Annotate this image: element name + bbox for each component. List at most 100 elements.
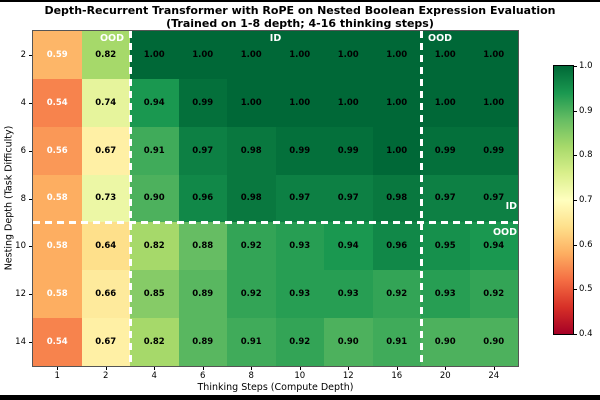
heatmap-cell: 0.56	[33, 126, 82, 175]
heatmap-cell: 0.94	[469, 222, 518, 271]
chart-title: Depth-Recurrent Transformer with RoPE on…	[44, 4, 556, 17]
x-tick-mark	[348, 366, 350, 370]
cell-value: 0.91	[386, 337, 408, 348]
heatmap-cell: 0.93	[324, 270, 373, 319]
heatmap-cell: 1.00	[227, 31, 276, 79]
x-axis-title: Thinking Steps (Compute Depth)	[197, 382, 354, 393]
cell-value: 0.97	[337, 193, 359, 204]
cell-value: 1.00	[386, 97, 408, 108]
cell-value: 0.94	[483, 241, 505, 252]
heatmap-cell: 0.66	[81, 270, 130, 319]
cell-value: 0.59	[46, 49, 68, 60]
bottom-border-bar	[0, 395, 600, 400]
heatmap-cell: 0.94	[324, 222, 373, 271]
heatmap-cell: 0.58	[33, 174, 82, 223]
y-tick-mark	[29, 342, 33, 344]
cell-value: 0.97	[434, 193, 456, 204]
region-label-id-top: ID	[269, 33, 282, 44]
cell-value: 0.92	[289, 337, 311, 348]
cell-value: 1.00	[386, 145, 408, 156]
heatmap-cell: 0.88	[178, 222, 227, 271]
colorbar-tick-label: 0.5	[579, 284, 593, 295]
colorbar-tick-mark	[574, 155, 577, 157]
heatmap-cell: 0.91	[130, 126, 179, 175]
cell-value: 0.99	[434, 145, 456, 156]
cell-value: 1.00	[192, 49, 214, 60]
cell-value: 0.92	[386, 289, 408, 300]
cell-value: 0.99	[192, 97, 214, 108]
x-tick-label: 1	[54, 371, 60, 381]
cell-value: 0.93	[434, 289, 456, 300]
region-label-ood-topleft: OOD	[99, 33, 124, 44]
heatmap-cell: 0.92	[469, 270, 518, 319]
cell-value: 1.00	[289, 97, 311, 108]
x-tick-label: 12	[342, 371, 354, 381]
heatmap-cell: 0.91	[372, 318, 421, 366]
heatmap-cell: 0.98	[227, 174, 276, 223]
region-label-ood-topright: OOD	[428, 33, 453, 44]
heatmap-cell: 0.91	[227, 318, 276, 366]
cell-value: 0.67	[95, 337, 117, 348]
heatmap-cell: 0.67	[81, 318, 130, 366]
heatmap-cell: 0.97	[178, 126, 227, 175]
cell-value: 0.95	[434, 241, 456, 252]
heatmap-cell: 0.92	[275, 318, 324, 366]
x-tick-mark	[57, 366, 59, 370]
x-tick-label: 20	[439, 371, 451, 381]
y-tick-mark	[29, 54, 33, 56]
cell-value: 0.93	[337, 289, 359, 300]
cell-value: 0.97	[483, 193, 505, 204]
ood-boundary-line-right	[419, 31, 423, 366]
heatmap-cell: 0.73	[81, 174, 130, 223]
x-axis: 1 2 4 6 8 10 12 16 20 24	[33, 366, 518, 390]
heatmap-cell: 0.97	[324, 174, 373, 223]
cell-value: 0.98	[386, 193, 408, 204]
heatmap-cell: 0.93	[421, 270, 470, 319]
cell-value: 0.58	[46, 289, 68, 300]
colorbar-tick-mark	[574, 200, 577, 201]
heatmap-cell: 0.64	[81, 222, 130, 271]
y-tick-label: 6	[20, 145, 26, 156]
cell-value: 0.54	[46, 337, 68, 348]
y-tick-label: 4	[20, 97, 26, 108]
cell-value: 0.99	[337, 145, 359, 156]
heatmap-cell: 1.00	[469, 31, 518, 79]
heatmap-cell-grid: 0.59 0.82 1.00 1.00 1.00 1.00 1.00 1.00 1.00 1.00…	[33, 31, 518, 366]
colorbar-tick-label: 0.6	[579, 239, 593, 250]
heatmap-cell: 0.95	[421, 222, 470, 271]
heatmap-cell: 0.99	[421, 126, 470, 175]
cell-value: 1.00	[337, 49, 359, 60]
heatmap-cell: 0.92	[227, 222, 276, 271]
cell-value: 0.99	[483, 145, 505, 156]
heatmap-cell: 0.89	[178, 318, 227, 366]
ood-boundary-line-left	[128, 31, 132, 366]
cell-value: 0.93	[289, 241, 311, 252]
cell-value: 0.82	[95, 49, 117, 60]
heatmap-cell: 0.97	[469, 174, 518, 223]
heatmap-plot-area: 0.59 0.82 1.00 1.00 1.00 1.00 1.00 1.00 1.00 1.00…	[32, 30, 519, 367]
y-tick-label: 10	[15, 241, 26, 252]
cell-value: 0.90	[143, 193, 165, 204]
heatmap-cell: 0.85	[130, 270, 179, 319]
cell-value: 0.98	[240, 193, 262, 204]
x-tick-label: 6	[200, 371, 206, 381]
heatmap-cell: 1.00	[469, 78, 518, 127]
heatmap-cell: 0.89	[178, 270, 227, 319]
heatmap-cell: 1.00	[275, 31, 324, 79]
cell-value: 0.96	[386, 241, 408, 252]
heatmap-cell: 0.82	[81, 31, 130, 79]
heatmap-cell: 0.67	[81, 126, 130, 175]
cell-value: 0.94	[337, 241, 359, 252]
cell-value: 0.94	[143, 97, 165, 108]
colorbar-tick-mark	[574, 334, 577, 335]
heatmap-cell: 0.92	[227, 270, 276, 319]
cell-value: 0.88	[192, 241, 214, 252]
cell-value: 0.58	[46, 241, 68, 252]
cell-value: 1.00	[483, 97, 505, 108]
cell-value: 0.92	[240, 241, 262, 252]
colorbar-tick-mark	[574, 244, 577, 246]
cell-value: 0.97	[289, 193, 311, 204]
cell-value: 0.82	[143, 337, 165, 348]
heatmap-cell: 0.58	[33, 222, 82, 271]
